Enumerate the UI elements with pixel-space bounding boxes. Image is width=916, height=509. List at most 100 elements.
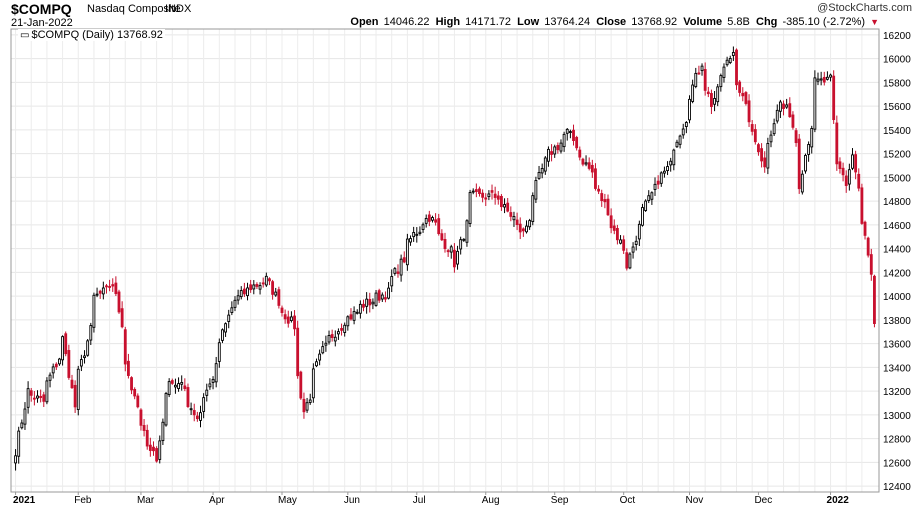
candle <box>775 104 779 124</box>
plot-border <box>10 28 880 493</box>
candle-body <box>615 228 619 241</box>
candle <box>750 120 754 136</box>
candle <box>838 157 842 174</box>
candle-body <box>61 336 65 361</box>
candle <box>17 426 21 464</box>
candle <box>434 213 438 226</box>
candle-body <box>164 393 168 426</box>
x-axis: 2021 Feb Mar Apr May Jun Jul Aug Sep Oct Nov Dec 202… <box>13 492 849 506</box>
candle-body <box>293 315 296 330</box>
candle <box>540 163 544 179</box>
candle-body <box>443 238 447 250</box>
candle-body <box>296 327 300 377</box>
high-value: 14171.72 <box>465 16 512 28</box>
candle <box>741 87 745 102</box>
candle <box>772 118 776 136</box>
candle <box>230 301 234 316</box>
candle <box>578 146 582 161</box>
candle <box>387 282 390 300</box>
candle <box>177 377 180 392</box>
candle-body <box>873 275 876 324</box>
candle <box>500 194 503 211</box>
y-tick-label: 13800 <box>883 316 911 327</box>
candle-body <box>666 166 669 172</box>
candle-body <box>83 355 86 359</box>
candle <box>785 98 789 109</box>
candle-body <box>186 387 190 407</box>
candle-body <box>321 346 325 354</box>
candle <box>725 56 729 67</box>
candle <box>133 387 137 400</box>
candle-body <box>778 101 782 112</box>
candle-body <box>838 161 842 170</box>
candle-body <box>111 284 115 287</box>
candle <box>559 139 563 154</box>
candle <box>371 298 375 310</box>
candle <box>800 170 804 195</box>
candle <box>258 282 262 295</box>
candle-body <box>857 173 861 189</box>
candle <box>791 111 795 130</box>
candle <box>581 157 585 167</box>
candle-body <box>415 233 419 236</box>
candle-body <box>221 329 224 341</box>
y-tick-label: 15400 <box>883 126 911 137</box>
candle <box>703 62 707 96</box>
candle-body <box>289 316 293 322</box>
candle-body <box>123 329 127 365</box>
candle <box>600 189 604 207</box>
candle-body <box>368 298 372 306</box>
candle-body <box>268 278 271 282</box>
candle <box>700 63 704 76</box>
candle <box>412 226 416 242</box>
candle-body <box>710 93 713 107</box>
candle-body <box>612 225 616 231</box>
candle <box>525 220 528 234</box>
candle-body <box>412 232 416 238</box>
candle <box>851 148 854 171</box>
candle-body <box>42 394 46 402</box>
candle-body <box>148 444 152 451</box>
candle <box>694 67 698 89</box>
candle <box>587 157 591 171</box>
candle <box>101 281 105 300</box>
candle-body <box>183 385 187 390</box>
candle-body <box>587 162 591 169</box>
candle <box>45 377 49 405</box>
candle-body <box>597 188 601 192</box>
candle <box>374 290 378 307</box>
candle-body <box>556 145 560 151</box>
candle <box>268 277 271 286</box>
candle-body <box>706 91 710 95</box>
candle <box>471 188 475 195</box>
candle-body <box>114 282 118 295</box>
candle-body <box>866 237 870 256</box>
candle <box>459 236 463 255</box>
candle-body <box>362 303 365 308</box>
candle-body <box>791 114 795 128</box>
candle-body <box>352 311 356 321</box>
candle-body <box>669 160 673 166</box>
candle <box>672 148 676 171</box>
candle-body <box>105 285 108 288</box>
candle-body <box>330 334 334 338</box>
candle-body <box>387 287 390 299</box>
candle <box>769 130 773 148</box>
candle <box>506 197 510 213</box>
candle-body <box>70 379 74 389</box>
candle-body <box>731 51 735 56</box>
candle-body <box>619 239 622 244</box>
candle-body <box>230 307 234 313</box>
candle-body <box>396 271 400 274</box>
candle-body <box>283 314 287 320</box>
candle <box>819 71 823 86</box>
candle-body <box>747 100 751 123</box>
candle-body <box>95 293 99 296</box>
candle-body <box>446 250 450 253</box>
candle <box>590 159 594 178</box>
index-name: Nasdaq Composite <box>87 3 181 15</box>
candle <box>421 222 425 233</box>
candle <box>208 378 212 390</box>
candle-body <box>819 78 823 81</box>
y-tick-label: 15800 <box>883 78 911 89</box>
